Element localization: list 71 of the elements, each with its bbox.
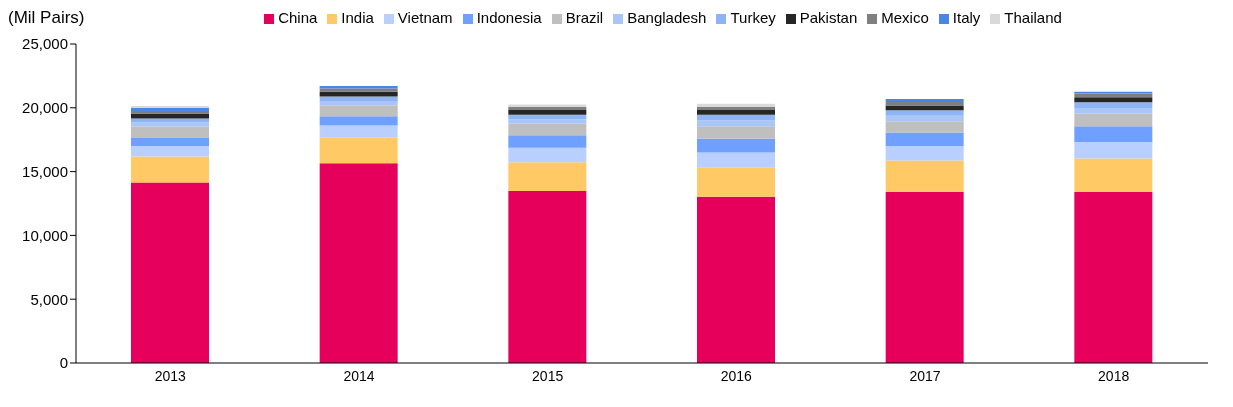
x-tick-label: 2016	[720, 367, 753, 384]
legend-label: Vietnam	[397, 9, 453, 26]
bar	[697, 196, 775, 363]
x-tick-label: 2013	[154, 367, 187, 384]
bar	[319, 137, 398, 164]
bar	[1074, 93, 1153, 98]
bar	[508, 191, 587, 363]
bar	[131, 182, 209, 363]
bar	[131, 137, 209, 147]
y-tick-label: 20,000	[22, 99, 68, 117]
bar	[697, 114, 775, 121]
bar	[319, 116, 398, 126]
bar	[131, 126, 209, 138]
bar	[1074, 192, 1153, 363]
bar	[508, 162, 587, 191]
bar	[319, 125, 398, 138]
bar	[885, 101, 964, 106]
x-tick-label: 2014	[343, 367, 375, 384]
bar	[885, 121, 964, 133]
bar	[508, 135, 587, 148]
legend-label: Pakistan	[799, 9, 858, 26]
bar	[885, 115, 964, 122]
bar	[508, 123, 587, 136]
y-tick-label: 0	[59, 354, 68, 372]
bar	[1074, 97, 1153, 103]
bar	[508, 109, 587, 115]
bar	[1074, 113, 1153, 127]
bar	[885, 146, 964, 161]
legend-label: Brazil	[565, 9, 604, 26]
bar	[1074, 108, 1153, 114]
bar	[885, 160, 964, 192]
bar	[319, 163, 398, 363]
x-tick-label: 2015	[532, 367, 564, 384]
bar	[131, 146, 209, 157]
bar	[885, 191, 964, 363]
legend-label: Thailand	[1004, 9, 1062, 26]
bar	[319, 96, 398, 102]
bar	[697, 152, 775, 168]
bar	[1074, 102, 1153, 109]
bar	[508, 119, 587, 124]
y-tick-label: 5,000	[30, 290, 68, 308]
bar	[885, 132, 964, 147]
bar	[885, 99, 964, 102]
bar	[697, 167, 775, 197]
legend-label: India	[341, 9, 374, 26]
legend-label: Mexico	[881, 9, 929, 26]
bar	[319, 105, 398, 117]
bar	[319, 101, 398, 106]
bar	[697, 138, 775, 153]
legend-label: Turkey	[730, 9, 776, 26]
legend-label: Italy	[952, 9, 981, 26]
legend-label: China	[278, 9, 318, 26]
bar	[319, 91, 398, 97]
bar	[697, 109, 775, 115]
y-tick-label: 25,000	[22, 35, 68, 53]
bar	[1074, 158, 1153, 193]
x-tick-label: 2017	[909, 367, 941, 384]
bar	[508, 114, 587, 120]
bar	[131, 156, 209, 183]
bar	[1074, 126, 1153, 142]
bar	[885, 110, 964, 116]
legend-label: Indonesia	[476, 9, 542, 26]
legend-label: Bangladesh	[627, 9, 707, 26]
x-tick-label: 2018	[1098, 367, 1130, 384]
y-axis-title: (Mil Pairs)	[8, 8, 85, 28]
bar	[508, 147, 587, 163]
bar	[1074, 142, 1153, 159]
bar	[131, 118, 209, 123]
y-tick-label: 10,000	[22, 226, 68, 244]
bar	[697, 126, 775, 139]
y-tick-label: 15,000	[22, 162, 68, 180]
